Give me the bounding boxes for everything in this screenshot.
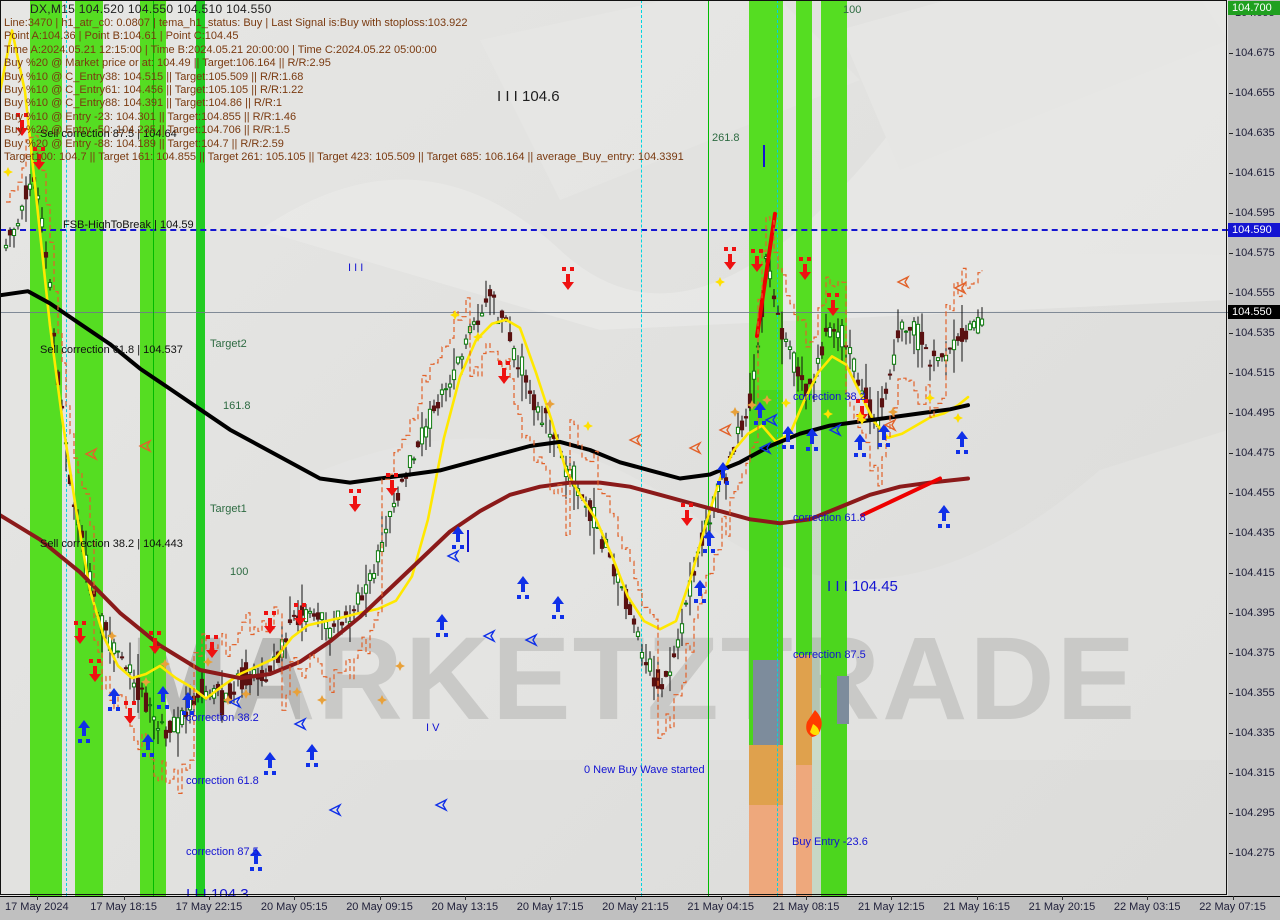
header-line-7: Buy %10 @ Entry -23: 104.301 || Target:1…	[4, 110, 297, 123]
session-band	[75, 0, 103, 896]
price-axis-tick: 104.395	[1228, 607, 1280, 621]
price-axis-tick: 104.635	[1228, 127, 1280, 141]
grey-zone-box	[753, 660, 780, 745]
annotation-buy-entry-236: Buy Entry -23.6	[792, 836, 868, 848]
time-axis-tick: 20 May 21:15	[602, 896, 669, 913]
price-axis-tick: 104.375	[1228, 647, 1280, 661]
annotation-new-buy-wave: 0 New Buy Wave started	[584, 764, 705, 776]
annotation-fsb-high-to-break: FSB-HighToBreak | 104.59	[63, 219, 194, 231]
time-axis[interactable]: 17 May 2024 17 May 18:15 17 May 22:15 20 Ma…	[0, 896, 1280, 920]
annotation-sell-correction-618: Sell correction 61.8 | 104.537	[40, 344, 183, 356]
chart-vector-layer	[0, 29, 985, 871]
day-separator	[708, 0, 709, 896]
price-axis-tick: 104.415	[1228, 567, 1280, 581]
header-line-5: Buy %10 @ C_Entry61: 104.456 || Target:1…	[4, 84, 304, 97]
price-axis-tick: 104.355	[1228, 687, 1280, 701]
annotation-fib-2618: 261.8	[712, 132, 740, 144]
price-axis-tick: 104.315	[1228, 767, 1280, 781]
time-axis-tick: 22 May 07:15	[1199, 896, 1266, 913]
header-line-8: Buy %20 @ Entry -50: 104.235 || Target:1…	[4, 124, 290, 137]
flame-marker-icon	[806, 710, 822, 737]
price-axis-tick: 104.275	[1228, 847, 1280, 861]
price-axis-tick: 104.535	[1228, 327, 1280, 341]
annotation-target2: Target2	[210, 338, 247, 350]
annotation-level-1046: I I I 104.6	[497, 88, 560, 105]
chart-header-info: DX,M15 104.520 104.550 104.510 104.550 L…	[4, 2, 1004, 164]
watermark-text: MARKETZTRADE	[130, 620, 1137, 738]
day-separator	[153, 0, 154, 896]
price-axis-tick: 104.335	[1228, 727, 1280, 741]
annotation-fib-100-left: 100	[230, 566, 249, 578]
price-axis-tick: 104.615	[1228, 167, 1280, 181]
annotation-correction-875-left: correction 87.5	[186, 846, 259, 858]
session-band	[196, 0, 205, 896]
price-axis-tick: 104.555	[1228, 287, 1280, 301]
header-line-3: Buy %20 @ Market price or at: 104.49 || …	[4, 57, 331, 70]
header-line-9: Buy %20 @ Entry -88: 104.189 || Target:1…	[4, 137, 284, 150]
day-separator	[777, 0, 779, 896]
price-axis-tick: 104.295	[1228, 807, 1280, 821]
time-axis-tick: 20 May 09:15	[346, 896, 413, 913]
header-line-2: Time A:2024.05.21 12:15:00 | Time B:2024…	[4, 43, 437, 56]
annotation-correction-875-right: correction 87.5	[793, 649, 866, 661]
time-axis-tick: 17 May 22:15	[176, 896, 242, 913]
price-tag-green: 104.700	[1228, 1, 1280, 15]
header-line-1: Point A:104.36 | Point B:104.61 | Point …	[4, 30, 239, 43]
price-axis-tick: 104.655	[1228, 87, 1280, 101]
price-gridline	[0, 312, 1228, 313]
time-axis-tick: 20 May 13:15	[432, 896, 498, 913]
annotation-correction-382-left: correction 38.2	[186, 712, 259, 724]
price-axis-tick: 104.475	[1228, 447, 1280, 461]
price-axis-tick: 104.435	[1228, 527, 1280, 541]
header-line-0: Line:3470 | h1_atr_c0: 0.0807 | tema_h1_…	[4, 17, 468, 29]
annotation-level-1043: I I I 104.3	[186, 886, 249, 896]
price-axis-tick: 104.675	[1228, 47, 1280, 61]
annotation-target1: Target1	[210, 503, 247, 515]
annotation-correction-618-left: correction 61.8	[186, 775, 259, 787]
header-line-6: Buy %10 @ C_Entry88: 104.391 || Target:1…	[4, 97, 282, 110]
annotation-level-10445: I I I 104.45	[827, 578, 898, 595]
annotation-correction-382-right: correction 38.2	[793, 391, 866, 403]
time-axis-tick: 20 May 05:15	[261, 896, 328, 913]
header-line-10: Target100: 104.7 || Target 161: 104.855 …	[4, 151, 684, 164]
high-to-break-line	[0, 229, 1228, 231]
annotation-correction-618-right: correction 61.8	[793, 512, 866, 524]
price-axis-tick: 104.515	[1228, 367, 1280, 381]
price-axis-tick: 104.495	[1228, 407, 1280, 421]
annotation-fib-1618: 161.8	[223, 400, 251, 412]
annotation-sell-correction-382: Sell correction 38.2 | 104.443	[40, 538, 183, 550]
time-axis-tick: 17 May 2024	[5, 896, 69, 913]
time-axis-tick: 17 May 18:15	[90, 896, 157, 913]
time-axis-tick: 21 May 04:15	[687, 896, 754, 913]
time-axis-tick: 22 May 03:15	[1114, 896, 1181, 913]
time-axis-tick: 21 May 08:15	[773, 896, 839, 913]
time-axis-tick: 20 May 17:15	[517, 896, 583, 913]
entry-zone	[796, 765, 812, 896]
grey-zone-box	[837, 676, 849, 724]
session-band	[821, 0, 847, 896]
time-axis-tick: 21 May 16:15	[943, 896, 1010, 913]
annotation-wave-iv: I V	[426, 722, 440, 734]
price-axis-tick: 104.575	[1228, 247, 1280, 261]
price-tag-bid: 104.550	[1228, 305, 1280, 319]
chart-plot-area[interactable]: MARKETZTRADE	[0, 0, 1229, 896]
header-line-4: Buy %10 @ C_Entry38: 104.515 || Target:1…	[4, 70, 304, 83]
price-axis[interactable]: 104.695104.675104.655104.635104.615104.5…	[1228, 0, 1280, 896]
price-axis-tick: 104.455	[1228, 487, 1280, 501]
day-separator	[641, 0, 643, 896]
annotation-sell-correction-875: Sell correction 87.5 | 104.64	[40, 128, 177, 140]
price-axis-tick: 104.595	[1228, 207, 1280, 221]
annotation-wave-iii-left: I I I	[348, 262, 364, 274]
entry-zone	[796, 655, 812, 765]
time-axis-tick: 21 May 20:15	[1029, 896, 1095, 913]
price-tag-blue: 104.590	[1228, 223, 1280, 237]
time-axis-tick: 21 May 12:15	[858, 896, 925, 913]
symbol-ohlc-line: DX,M15 104.520 104.550 104.510 104.550	[30, 2, 272, 16]
annotation-fib-100-top: 100	[843, 4, 862, 16]
